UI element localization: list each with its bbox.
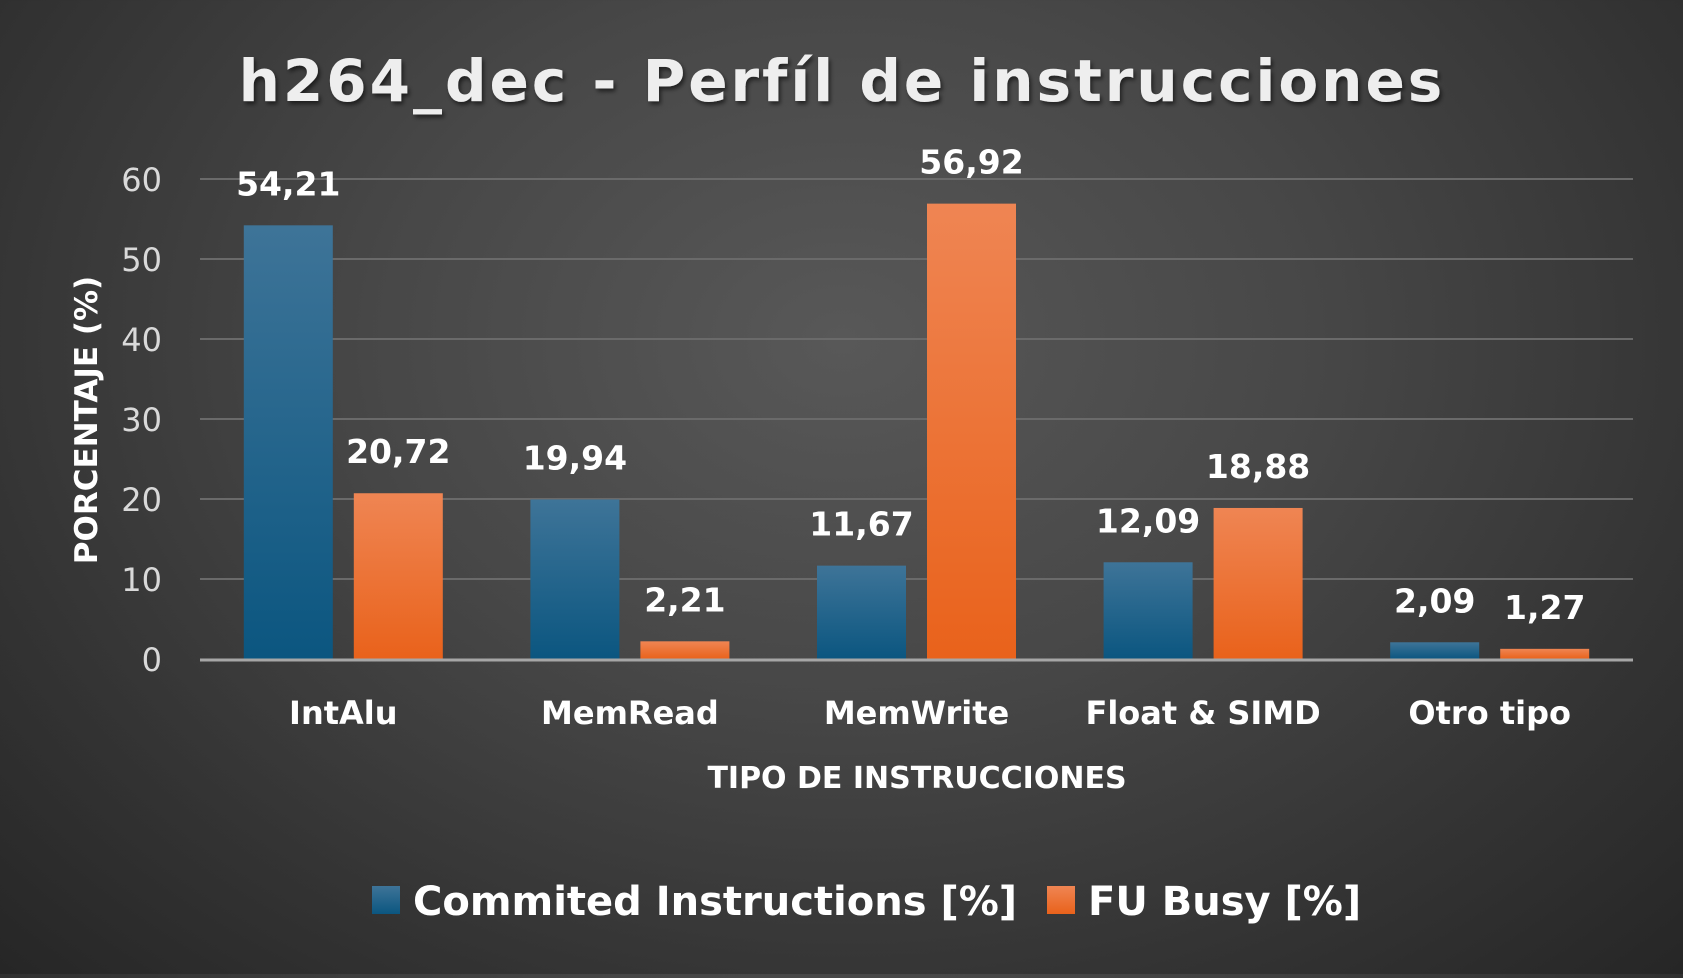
legend-swatch-commited (372, 886, 400, 914)
data-label-fu-busy: 56,92 (919, 143, 1023, 182)
data-label-fu-busy: 2,21 (644, 580, 725, 619)
data-label-commited: 2,09 (1394, 581, 1475, 620)
y-tick-label: 20 (121, 481, 162, 519)
legend-swatch-fu-busy (1047, 886, 1075, 914)
data-label-commited: 54,21 (236, 164, 340, 203)
data-label-commited: 19,94 (523, 438, 627, 477)
bar-commited (1103, 562, 1193, 659)
data-label-commited: 12,09 (1096, 501, 1200, 540)
x-tick-label: IntAlu (289, 694, 398, 732)
bar-commited (243, 225, 333, 659)
x-tick-label: MemRead (541, 694, 719, 732)
data-label-fu-busy: 1,27 (1504, 588, 1585, 627)
x-tick-label: Float & SIMD (1085, 694, 1320, 732)
x-tick-label: Otro tipo (1408, 694, 1571, 732)
y-tick-label: 50 (121, 241, 162, 279)
bar-fu-busy (640, 641, 730, 659)
bars (243, 203, 1590, 659)
legend-label-commited: Commited Instructions [%] (413, 879, 1017, 925)
y-tick-label: 0 (142, 641, 162, 679)
data-label-fu-busy: 20,72 (346, 432, 450, 471)
x-axis-title: TIPO DE INSTRUCCIONES (707, 761, 1126, 796)
bar-fu-busy (927, 203, 1016, 659)
y-tick-label: 60 (121, 161, 162, 199)
data-label-fu-busy: 18,88 (1206, 447, 1310, 486)
bar-commited (530, 499, 620, 659)
bar-fu-busy (1213, 507, 1303, 659)
legend-label-fu-busy: FU Busy [%] (1088, 879, 1361, 925)
x-tick-label: MemWrite (824, 694, 1009, 732)
bar-commited (1390, 642, 1480, 659)
data-label-commited: 11,67 (809, 505, 913, 544)
x-axis-ticks: IntAlu MemRead MemWrite Float & SIMD Otro ti… (289, 694, 1571, 732)
y-tick-label: 30 (121, 401, 162, 439)
y-tick-label: 40 (121, 321, 162, 359)
legend: Commited Instructions [%] FU Busy [%] (372, 879, 1361, 925)
bar-fu-busy (1500, 648, 1590, 659)
bar-commited (817, 565, 906, 659)
chart-title: h264_dec - Perfíl de instrucciones (239, 47, 1446, 115)
bar-fu-busy (353, 493, 443, 659)
y-axis-ticks: 0 10 20 30 40 50 60 (121, 161, 162, 679)
y-axis-title: PORCENTAJE (%) (69, 276, 105, 564)
y-tick-label: 10 (121, 561, 162, 599)
